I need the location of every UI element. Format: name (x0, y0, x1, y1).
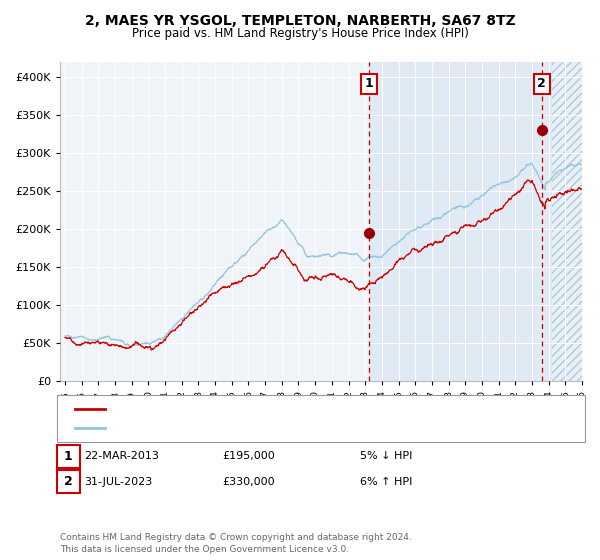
Text: 2: 2 (64, 475, 73, 488)
Text: Contains HM Land Registry data © Crown copyright and database right 2024.
This d: Contains HM Land Registry data © Crown c… (60, 533, 412, 554)
Text: Price paid vs. HM Land Registry's House Price Index (HPI): Price paid vs. HM Land Registry's House … (131, 27, 469, 40)
Text: 2: 2 (537, 77, 546, 91)
Text: 22-MAR-2013: 22-MAR-2013 (84, 451, 159, 461)
Bar (369, 62, 582, 381)
Text: HPI: Average price, detached house, Pembrokeshire: HPI: Average price, detached house, Pemb… (111, 423, 381, 433)
Text: £195,000: £195,000 (222, 451, 275, 461)
Text: 1: 1 (364, 77, 373, 91)
Text: 1: 1 (64, 450, 73, 463)
Text: 6% ↑ HPI: 6% ↑ HPI (360, 477, 412, 487)
Bar (551, 62, 582, 381)
Text: £330,000: £330,000 (222, 477, 275, 487)
Text: 5% ↓ HPI: 5% ↓ HPI (360, 451, 412, 461)
Text: 31-JUL-2023: 31-JUL-2023 (84, 477, 152, 487)
Text: 2, MAES YR YSGOL, TEMPLETON, NARBERTH, SA67 8TZ: 2, MAES YR YSGOL, TEMPLETON, NARBERTH, S… (85, 14, 515, 28)
Bar (551, 62, 582, 381)
Text: 2, MAES YR YSGOL, TEMPLETON, NARBERTH, SA67 8TZ (detached house): 2, MAES YR YSGOL, TEMPLETON, NARBERTH, S… (111, 404, 492, 414)
